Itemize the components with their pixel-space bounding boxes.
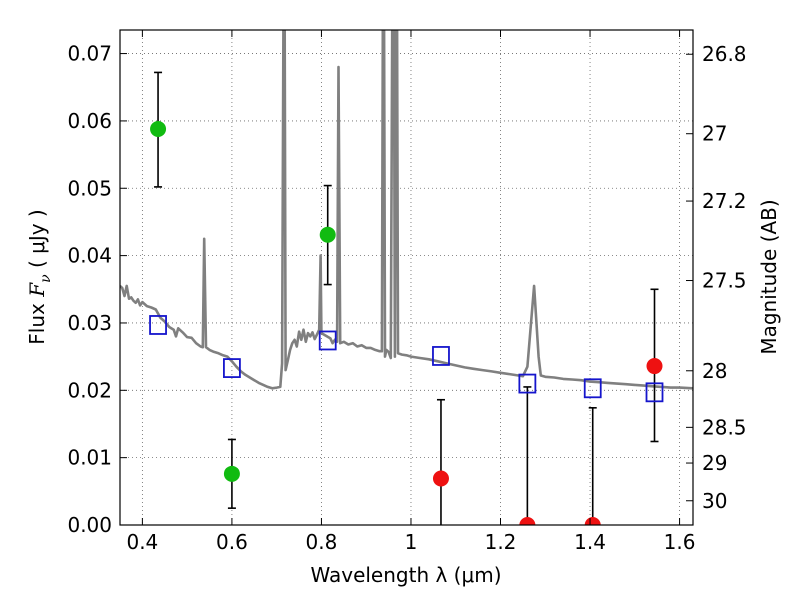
x-tick-label: 1.6 [664, 530, 696, 554]
y-tick-label: 0.01 [67, 446, 112, 470]
non-detection-point [584, 517, 601, 525]
y-axis-label: Flux Fν ( μJy ) [25, 209, 54, 344]
model-photometry-markers [149, 315, 664, 403]
detection-point [223, 465, 240, 482]
y2-tick-label: 27 [702, 122, 727, 146]
y-tick-label: 0.07 [67, 42, 112, 66]
y-tick-label: 0.06 [67, 109, 112, 133]
plot-frame [119, 29, 694, 526]
model-photometry-box [645, 382, 664, 403]
x-tick-label: 0.8 [306, 530, 338, 554]
y-tick-label: 0.02 [67, 378, 112, 402]
y2-tick-label: 27.5 [702, 269, 747, 293]
model-photometry-box [518, 373, 537, 394]
y2-axis-label: Magnitude (AB) [757, 199, 781, 354]
y2-tick-label: 28 [702, 359, 727, 383]
y2-axis-ticks: 26.8 27 27.2 27.5 28 28.5 29 30 [686, 42, 747, 513]
x-tick-label: 1.4 [574, 530, 606, 554]
y-axis-ticks: 0.00 0.01 0.02 0.03 0.04 0.05 0.06 0.07 [67, 42, 127, 537]
model-photometry-box [583, 378, 602, 399]
y-tick-label: 0.00 [67, 513, 112, 537]
y-tick-label: 0.03 [67, 311, 112, 335]
y2-tick-label: 30 [702, 489, 727, 513]
detection-point [150, 121, 167, 137]
photometry-points [150, 121, 663, 525]
model-photometry-box [149, 315, 167, 335]
y-tick-label: 0.05 [67, 176, 112, 200]
x-axis-ticks: 0.4 0.6 0.8 1 1.2 1.4 1.6 [126, 30, 695, 554]
y2-tick-label: 27.2 [702, 189, 747, 213]
plot-background [120, 30, 693, 525]
non-detection-point [432, 470, 449, 487]
y2-tick-label: 28.5 [702, 415, 747, 439]
x-tick-label: 1.2 [485, 530, 517, 554]
x-axis-label: Wavelength λ (μm) [310, 563, 501, 587]
model-photometry-box [223, 358, 241, 378]
y2-tick-label: 29 [702, 451, 727, 475]
y2-tick-label: 26.8 [702, 42, 747, 66]
model-photometry-box [432, 346, 450, 366]
detection-point [319, 226, 336, 243]
non-detection-point [519, 517, 536, 525]
x-tick-label: 0.6 [216, 530, 248, 554]
x-tick-label: 0.4 [126, 530, 158, 554]
non-detection-point [646, 358, 663, 375]
x-tick-label: 1 [405, 530, 418, 554]
y-tick-label: 0.04 [67, 244, 112, 268]
model-photometry-box [318, 330, 337, 351]
